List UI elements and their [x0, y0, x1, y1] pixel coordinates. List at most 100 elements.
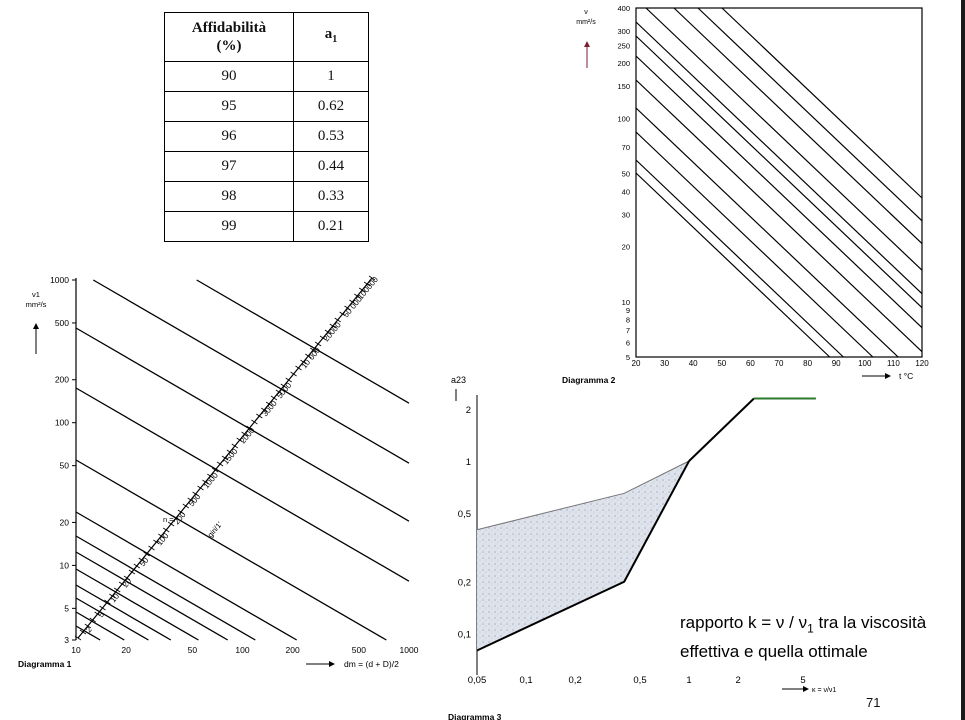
speed-scale-tick [99, 605, 106, 611]
viscosity-grade-line [635, 21, 923, 295]
x-tick-label: 70 [775, 359, 784, 368]
y-axis-symbol: ν [584, 9, 588, 16]
x-tick-label: 50 [188, 645, 198, 655]
speed-label: 50 000 [341, 294, 364, 319]
speed-line [75, 511, 298, 641]
speed-scale-tick [148, 545, 155, 551]
y-tick-label: 0,1 [458, 630, 471, 641]
speed-scale-tick [162, 527, 170, 533]
x-tick-label: 20 [121, 645, 131, 655]
viscosity-grade-line [635, 35, 923, 309]
x-tick-label: 0,2 [569, 675, 582, 686]
speed-label: 100 [155, 531, 171, 547]
y-tick-label: 7 [626, 326, 630, 335]
speed-scale-tick [133, 563, 141, 569]
diagram-2-title: Diagramma 2 [562, 375, 616, 385]
cell-affidabilita: 95 [164, 91, 294, 122]
y-tick-label: 70 [622, 143, 630, 152]
y-axis-label: a23 [451, 375, 466, 385]
speed-line [75, 568, 199, 641]
y-tick-label: 50 [60, 461, 70, 471]
header-a1: a1 [293, 12, 369, 62]
y-tick-label: 9 [626, 306, 630, 315]
table-row: 99 0.21 [164, 211, 369, 242]
right-edge-bar [961, 0, 965, 720]
y-tick-label: 1000 [50, 275, 69, 285]
diagram-3: 2 1 0,5 0,2 0,1 0,05 0,1 0,2 0,5 1 2 5 a23 κ = ν/ν1 Di… [448, 375, 836, 720]
speed-scale-tick [182, 503, 190, 509]
speed-scale-tick [109, 593, 116, 599]
x-tick-label: 50 [717, 359, 726, 368]
speed-scale-tick [187, 497, 194, 503]
speed-line [92, 279, 410, 464]
speed-scale-tick [319, 335, 327, 341]
speed-scale-tick [84, 623, 92, 629]
viscosity-grade-line [635, 79, 923, 353]
y-tick-label: 20 [622, 243, 630, 252]
y-arrow-head [33, 323, 39, 329]
viscosity-grade-line [721, 7, 923, 199]
viscosity-grade-line [635, 55, 923, 329]
y-arrow-head [584, 41, 590, 47]
viscosity-ratio-caption: rapporto k = ν / ν1 tra la viscosità eff… [680, 611, 926, 663]
cell-a1: 0.33 [293, 181, 369, 212]
y-tick-label: 250 [617, 41, 630, 50]
x-tick-label: 500 [352, 645, 366, 655]
table-row: 90 1 [164, 61, 369, 92]
speed-scale-tick [270, 395, 278, 401]
upper-boundary [476, 460, 690, 531]
y-tick-label: 200 [617, 59, 630, 68]
speed-label: 20 [121, 576, 134, 589]
speed-label: 1000 [202, 470, 221, 490]
speed-scale-tick [275, 389, 283, 395]
speed-unit: giri/1' [206, 520, 225, 540]
viscosity-grade-line [673, 7, 923, 245]
x-tick-label: 10 [71, 645, 81, 655]
speed-label: 2000 [238, 425, 257, 445]
cell-a1: 0.53 [293, 121, 369, 152]
y-axis-unit: mm²/s [576, 19, 596, 26]
speed-label: 3000 [260, 398, 279, 418]
speed-line [75, 597, 149, 641]
speed-scale-tick [79, 629, 87, 635]
speed-scale-tick [251, 419, 258, 425]
caption-line-2: effettiva e quella ottimale [680, 642, 868, 662]
speed-line [75, 327, 410, 522]
y-axis-unit: mm²/s [26, 300, 47, 309]
x-arrow-head [885, 373, 891, 379]
speed-scale-tick [363, 281, 371, 287]
speed-label: 2 [84, 625, 94, 635]
y-axis-label: ν1 [32, 290, 40, 299]
speed-scale-tick [334, 317, 341, 323]
speed-scale-tick [358, 287, 366, 293]
cell-a1: 0.44 [293, 151, 369, 182]
x-axis-label: κ = ν/ν1 [812, 687, 836, 694]
speed-label: 5000 [275, 380, 294, 400]
y-tick-label: 150 [617, 82, 630, 91]
y-tick-label: 300 [617, 27, 630, 36]
x-arrow-head [803, 686, 809, 692]
speed-line [75, 535, 256, 641]
x-tick-label: 0,5 [633, 675, 646, 686]
y-tick-label: 5 [626, 353, 630, 362]
x-axis-label: dm = (d + D)/2 [344, 659, 399, 669]
cell-a1: 1 [293, 61, 369, 92]
speed-scale-tick [236, 437, 243, 443]
speed-scale-tick [172, 515, 180, 521]
speed-scale-tick [211, 467, 219, 473]
speed-scale-tick [285, 377, 292, 383]
x-axis-label: t °C [899, 371, 913, 381]
speed-scale-tick [123, 575, 131, 581]
cell-a1: 0.21 [293, 211, 369, 242]
speed-scale-tick [143, 551, 150, 557]
y-tick-label: 3 [64, 635, 69, 645]
x-tick-label: 1000 [400, 645, 419, 655]
speed-scale-tick [167, 521, 175, 527]
speed-scale-tick [295, 365, 302, 371]
speed-scale-tick [368, 275, 376, 281]
speed-scale-tick [113, 587, 121, 593]
speed-scale-tick [207, 473, 214, 479]
speed-line [75, 387, 410, 582]
x-tick-label: 20 [632, 359, 641, 368]
speed-scale-tick [329, 323, 337, 329]
